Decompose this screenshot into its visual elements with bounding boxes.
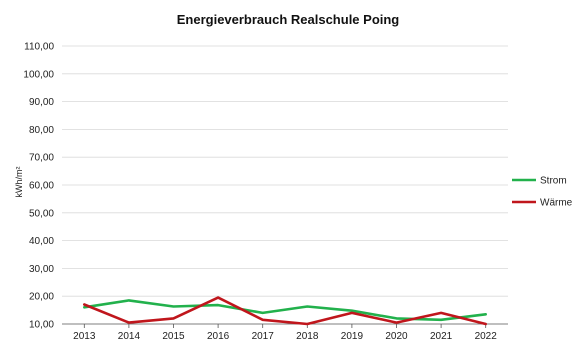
y-tick-label: 100,00 <box>23 69 54 80</box>
x-tick-label: 2016 <box>207 331 230 342</box>
x-tick-label: 2020 <box>385 331 408 342</box>
series-lines <box>83 296 488 326</box>
axes <box>62 323 508 328</box>
series-line-w-rme <box>83 296 488 326</box>
y-tick-label: 110,00 <box>24 42 54 53</box>
x-tick-label: 2021 <box>430 331 453 342</box>
y-tick-label: 20,00 <box>29 292 54 303</box>
x-tick-label: 2015 <box>162 331 185 342</box>
legend-label: Strom <box>540 176 567 187</box>
x-tick-label: 2013 <box>73 331 96 342</box>
y-tick-label: 60,00 <box>29 181 54 192</box>
y-tick-label: 90,00 <box>29 97 54 108</box>
y-tick-label: 70,00 <box>29 153 54 164</box>
y-tick-label: 10,00 <box>29 320 54 331</box>
y-tick-label: 40,00 <box>29 236 54 247</box>
y-tick-label: 50,00 <box>29 208 54 219</box>
series-line-strom <box>83 299 488 322</box>
y-axis-label: kWh/m² <box>14 167 24 198</box>
legend-label: Wärme <box>540 198 573 209</box>
x-tick-label: 2014 <box>118 331 141 342</box>
x-tick-label: 2018 <box>296 331 319 342</box>
x-tick-labels: 2013 2014 2015 2016 2017 2018 2019 2020 2021 2022 <box>73 331 497 342</box>
legend: Strom Wärme <box>512 176 573 209</box>
x-tick-label: 2017 <box>252 331 275 342</box>
grid-lines <box>62 45 508 297</box>
x-tick-label: 2022 <box>475 331 498 342</box>
chart-title: Energieverbrauch Realschule Poing <box>177 12 400 27</box>
x-tick-label: 2019 <box>341 331 364 342</box>
y-tick-label: 30,00 <box>29 264 54 275</box>
y-tick-label: 80,00 <box>29 125 54 136</box>
y-tick-labels: 10,00 20,00 30,00 40,00 50,00 60,00 70,00 80,00… <box>23 42 54 331</box>
